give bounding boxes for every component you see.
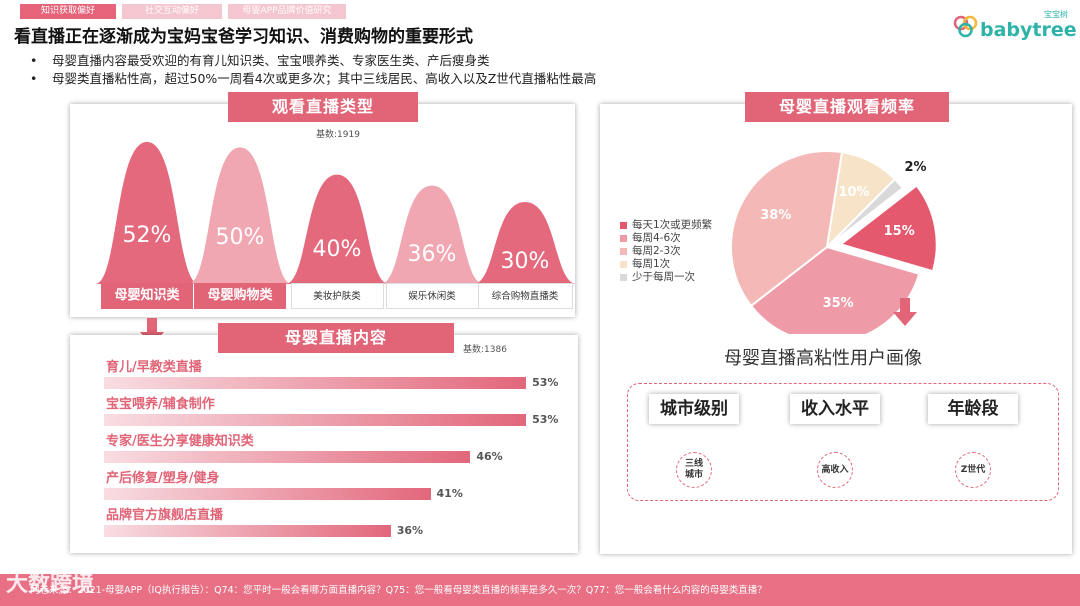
content-panel	[70, 335, 578, 553]
pie-value-label: 15%	[883, 224, 915, 240]
legend-item: 每周1次	[620, 256, 670, 271]
content-base: 基数:1386	[463, 345, 507, 355]
frequency-pie	[730, 150, 938, 334]
babytree-logo: babytree 宝宝树	[952, 10, 1077, 42]
pie-slice-5	[826, 177, 905, 248]
bell-2	[188, 147, 292, 284]
content-header: 母婴直播内容	[218, 323, 454, 353]
logo-cn: 宝宝树	[1044, 10, 1068, 19]
footer-source: 问卷来源：2021-母婴APP（IQ执行报告）：Q74：您平时一般会看哪方面直播…	[30, 585, 767, 596]
watermark: 大数跨境	[6, 572, 95, 597]
footer-bar	[0, 574, 1080, 606]
legend-swatch	[620, 234, 627, 242]
legend-item: 每天1次或更频繁	[620, 217, 712, 232]
content-category-label: 育儿/早教类直播	[106, 360, 202, 375]
persona-age-value: Z世代	[955, 452, 991, 488]
pie-slice-2	[749, 245, 921, 334]
content-bar	[104, 525, 391, 537]
legend-label: 每周1次	[632, 258, 671, 270]
content-bar	[104, 488, 431, 500]
pie-slice-3	[730, 150, 844, 308]
content-category-label: 产后修复/塑身/健身	[106, 471, 220, 486]
tab-social[interactable]: 社交互动偏好	[122, 4, 222, 19]
page-title: 看直播正在逐渐成为宝妈宝爸学习知识、消费购物的重要形式	[14, 27, 473, 47]
content-bar-value: 53%	[532, 376, 559, 389]
legend-swatch	[620, 221, 627, 229]
legend-item: 每周4-6次	[620, 230, 681, 245]
pie-value-label: 35%	[822, 296, 854, 312]
pie-slice-1	[838, 184, 938, 273]
watch-type-chart	[95, 141, 575, 284]
content-bar-value: 53%	[532, 413, 559, 426]
logo-text: babytree	[980, 19, 1077, 41]
persona-income-value: 高收入	[817, 452, 853, 488]
legend-item: 少于每周一次	[620, 269, 695, 284]
content-bar	[104, 414, 527, 426]
bell-value-label: 40%	[312, 236, 362, 262]
bell-4	[380, 185, 484, 284]
tab-brand-value[interactable]: 母婴APP品牌价值研究	[228, 4, 346, 19]
legend-swatch	[620, 260, 627, 268]
bell-category-label: 综合购物直播类	[477, 283, 573, 309]
content-bar-value: 41%	[436, 487, 463, 500]
content-bar	[104, 451, 471, 463]
legend-label: 每周2-3次	[632, 245, 681, 257]
persona-city-value: 三线城市	[676, 452, 712, 488]
content-category-label: 专家/医生分享健康知识类	[106, 434, 254, 449]
legend-swatch	[620, 273, 627, 281]
tree-icon	[953, 15, 978, 38]
content-category-label: 宝宝喂养/辅食制作	[106, 397, 215, 412]
content-bar-value: 46%	[476, 450, 503, 463]
content-category-label: 品牌官方旗舰店直播	[106, 508, 224, 523]
bullet-1: • 母婴直播内容最受欢迎的有育儿知识类、宝宝喂养类、专家医生类、产后瘦身类	[30, 53, 490, 68]
pie-value-label: 10%	[838, 184, 870, 200]
pie-value-label: 2%	[904, 159, 927, 175]
content-bar-value: 36%	[396, 524, 424, 537]
bell-value-label: 50%	[215, 225, 265, 251]
bell-category-label: 母婴知识类	[101, 283, 193, 309]
legend-swatch	[620, 247, 627, 255]
pie-value-label: 38%	[760, 207, 792, 223]
down-arrow-icon	[893, 298, 917, 326]
legend-label: 每周4-6次	[632, 232, 681, 244]
bell-5	[473, 202, 575, 284]
persona-city-header: 城市级别	[649, 394, 739, 424]
bell-value-label: 52%	[122, 222, 172, 248]
tab-knowledge[interactable]: 知识获取偏好	[20, 4, 116, 19]
legend-label: 每天1次或更频繁	[632, 219, 713, 231]
legend-item: 每周2-3次	[620, 243, 681, 258]
bell-category-label: 母婴购物类	[194, 283, 286, 309]
watch-type-header: 观看直播类型	[228, 92, 418, 122]
persona-age-header: 年龄段	[928, 394, 1018, 424]
bell-category-label: 美妆护肤类	[290, 283, 384, 309]
persona-title: 母婴直播高粘性用户画像	[724, 348, 922, 369]
watch-type-base: 基数:1919	[316, 130, 360, 140]
bell-value-label: 30%	[500, 248, 550, 274]
frequency-header: 母婴直播观看频率	[745, 92, 949, 122]
persona-box	[627, 383, 1059, 501]
legend-label: 少于每周一次	[632, 271, 695, 283]
content-bar	[104, 377, 527, 389]
bell-category-label: 娱乐休闲类	[385, 283, 479, 309]
bell-3	[285, 174, 389, 284]
bullet-2: • 母婴类直播粘性高，超过50%一周看4次或更多次；其中三线居民、高收入以及Z世代…	[30, 71, 597, 86]
bell-1	[95, 141, 199, 284]
persona-income-header: 收入水平	[790, 394, 880, 424]
bell-value-label: 36%	[407, 241, 457, 267]
